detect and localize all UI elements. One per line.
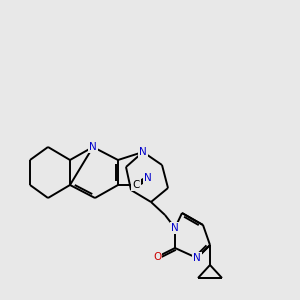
- Text: N: N: [193, 253, 201, 263]
- Text: C: C: [132, 180, 140, 190]
- Text: N: N: [89, 142, 97, 152]
- Text: N: N: [144, 173, 152, 183]
- Text: O: O: [153, 252, 161, 262]
- Text: N: N: [139, 147, 147, 157]
- Text: N: N: [171, 223, 179, 233]
